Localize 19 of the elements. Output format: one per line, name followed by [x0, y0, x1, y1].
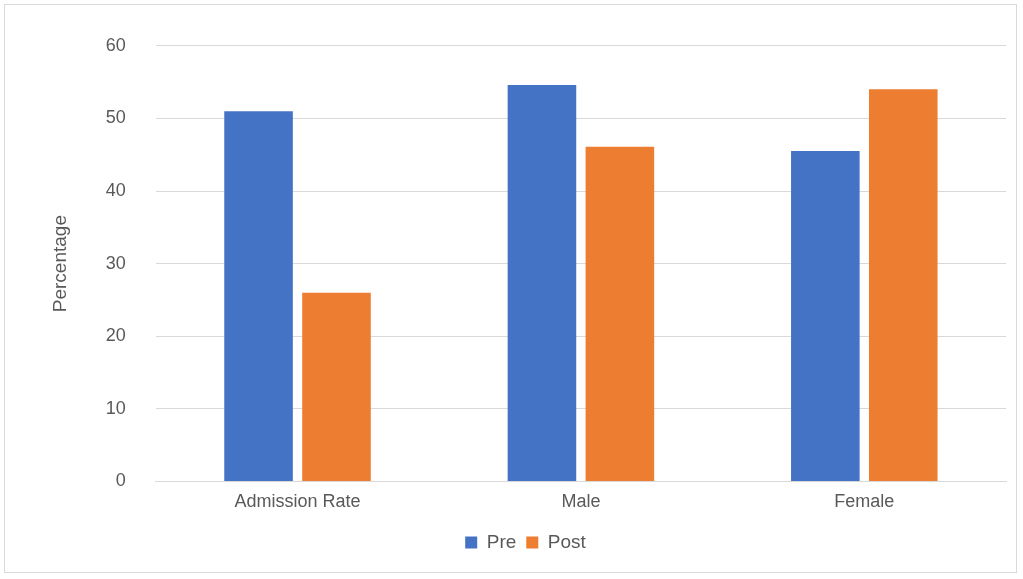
- y-tick-label: 60: [105, 34, 126, 55]
- y-axis-title: Percentage: [48, 215, 70, 313]
- x-tick-label: Female: [834, 491, 895, 512]
- bar: [791, 151, 860, 481]
- bar: [224, 111, 293, 481]
- x-tick-label: Admission Rate: [234, 491, 361, 512]
- bar: [585, 146, 655, 481]
- bar: [302, 292, 371, 481]
- x-tick-label: Male: [561, 491, 601, 512]
- y-tick-label: 30: [105, 252, 126, 273]
- bar: [507, 85, 577, 481]
- legend-label: Pre: [486, 530, 517, 552]
- bar: [868, 89, 938, 481]
- y-tick-label: 50: [105, 107, 126, 128]
- y-tick-label: 10: [105, 397, 126, 418]
- y-tick-label: 20: [105, 325, 126, 346]
- legend-label: Post: [547, 530, 587, 552]
- y-tick-label: 40: [105, 179, 126, 200]
- y-tick-label: 0: [115, 470, 126, 491]
